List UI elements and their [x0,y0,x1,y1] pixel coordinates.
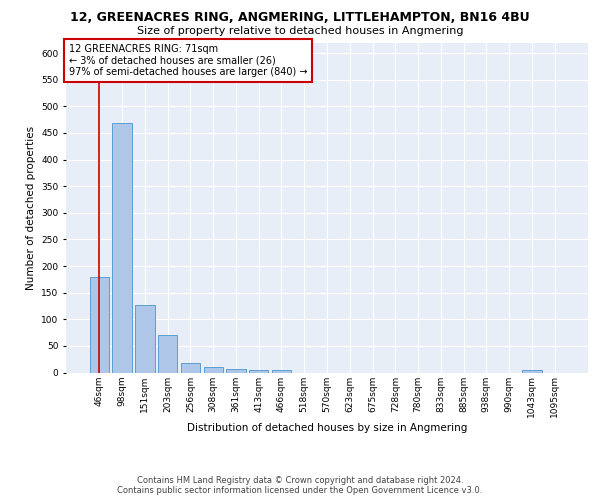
Y-axis label: Number of detached properties: Number of detached properties [26,126,35,290]
Bar [181,363,200,372]
Bar [112,124,132,372]
Bar [203,366,223,372]
Text: Size of property relative to detached houses in Angmering: Size of property relative to detached ho… [137,26,463,36]
X-axis label: Distribution of detached houses by size in Angmering: Distribution of detached houses by size … [187,423,467,433]
Bar [522,370,542,372]
Bar [90,276,109,372]
Bar [135,306,155,372]
Bar [226,369,245,372]
Text: 12 GREENACRES RING: 71sqm
← 3% of detached houses are smaller (26)
97% of semi-d: 12 GREENACRES RING: 71sqm ← 3% of detach… [68,44,307,78]
Bar [272,370,291,372]
Bar [249,370,268,372]
Bar [158,335,178,372]
Text: 12, GREENACRES RING, ANGMERING, LITTLEHAMPTON, BN16 4BU: 12, GREENACRES RING, ANGMERING, LITTLEHA… [70,11,530,24]
Text: Contains HM Land Registry data © Crown copyright and database right 2024.
Contai: Contains HM Land Registry data © Crown c… [118,476,482,495]
